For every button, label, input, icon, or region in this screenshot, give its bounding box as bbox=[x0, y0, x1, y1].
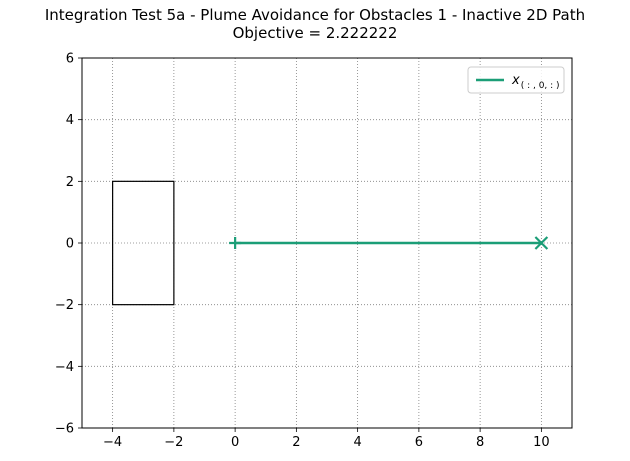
y-tick-label: −2 bbox=[55, 298, 74, 313]
y-tick-label: −4 bbox=[55, 360, 74, 375]
x-tick-label: 6 bbox=[415, 435, 423, 450]
y-tick-label: 6 bbox=[66, 52, 74, 67]
chart-title-line-1: Integration Test 5a - Plume Avoidance fo… bbox=[44, 6, 586, 24]
x-tick-label: 10 bbox=[533, 435, 550, 450]
start-marker-plus bbox=[229, 237, 242, 249]
chart-title: Integration Test 5a - Plume Avoidance fo… bbox=[0, 6, 630, 42]
obstacle-rectangle bbox=[112, 180, 175, 306]
chart-title-line-2: Objective = 2.222222 bbox=[232, 24, 398, 42]
x-tick-label: 8 bbox=[476, 435, 484, 450]
tick-marks bbox=[78, 57, 542, 432]
end-marker-x bbox=[534, 236, 549, 250]
x-tick-label: 2 bbox=[292, 435, 300, 450]
y-tick-label: 0 bbox=[66, 237, 74, 252]
legend-box bbox=[467, 66, 565, 94]
x-tick-label: 0 bbox=[231, 435, 239, 450]
y-tick-label: −6 bbox=[55, 422, 74, 437]
x-tick-labels: −4 −2 0 2 4 6 8 10 bbox=[103, 435, 550, 450]
legend-label-subscript: ( : , 0, : ) bbox=[521, 81, 560, 91]
y-tick-label: 2 bbox=[66, 175, 74, 190]
x-tick-label: 4 bbox=[353, 435, 361, 450]
x-tick-label: −4 bbox=[103, 435, 122, 450]
legend: x( : , 0, : ) bbox=[467, 66, 565, 94]
x-tick-label: −2 bbox=[164, 435, 183, 450]
obstacles-layer bbox=[112, 180, 175, 306]
series-layer bbox=[229, 236, 549, 250]
y-tick-label: 4 bbox=[66, 113, 74, 128]
y-tick-labels: −6 −4 −2 0 2 4 6 bbox=[55, 52, 74, 437]
